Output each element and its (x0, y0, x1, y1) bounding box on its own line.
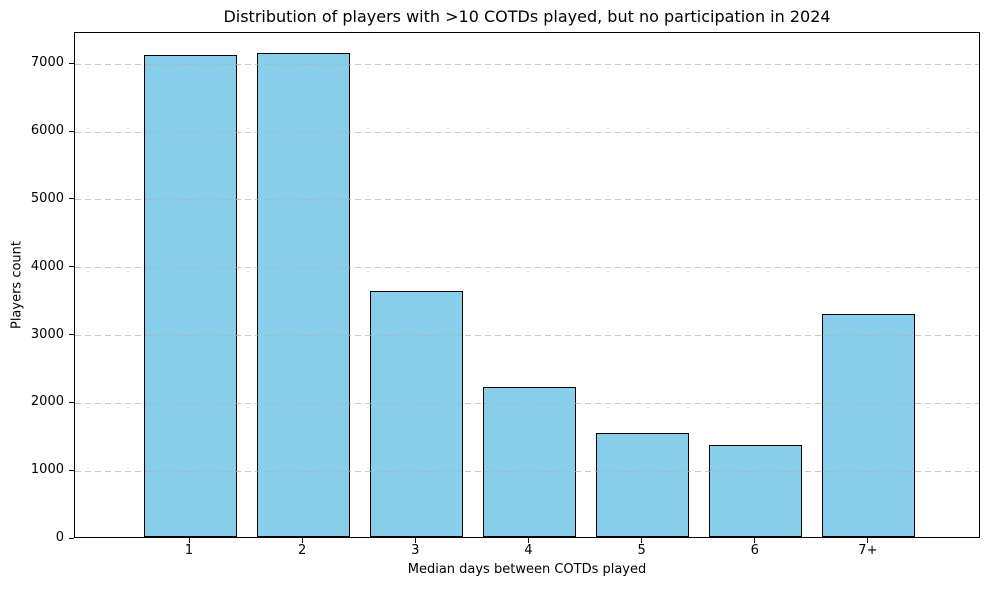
y-tick-mark (69, 266, 74, 268)
y-axis-tick-label: 2000 (30, 394, 64, 410)
y-axis-tick-label: 6000 (30, 123, 64, 139)
x-tick-mark (641, 538, 643, 543)
gridline (75, 470, 979, 472)
x-tick-mark (527, 538, 529, 543)
gridline (75, 63, 979, 65)
x-axis-tick-label: 4 (524, 543, 533, 558)
bar (709, 445, 803, 537)
bar (482, 387, 576, 537)
y-tick-mark (69, 537, 74, 539)
gridline (75, 131, 979, 133)
y-axis-tick-label: 5000 (30, 190, 64, 206)
y-axis-tick-label: 1000 (30, 462, 64, 478)
y-tick-mark (69, 62, 74, 64)
x-tick-mark (867, 538, 869, 543)
bar (369, 291, 463, 537)
x-axis-tick-label: 1 (184, 543, 194, 558)
y-tick-mark (69, 198, 74, 200)
bar (143, 55, 237, 537)
x-axis-tick-label: 7+ (858, 543, 878, 558)
gridline (75, 267, 979, 269)
chart-title: Distribution of players with >10 COTDs p… (223, 7, 831, 26)
y-axis-tick-label: 3000 (30, 326, 64, 342)
y-tick-mark (69, 401, 74, 403)
x-tick-mark (414, 538, 416, 543)
y-tick-mark (69, 334, 74, 335)
y-tick-mark (69, 130, 74, 132)
x-tick-mark (188, 538, 190, 543)
gridline (75, 402, 979, 404)
y-axis-tick-label: 7000 (30, 55, 64, 71)
gridline (75, 199, 979, 201)
y-axis-label: Players count (9, 240, 25, 330)
bar (822, 313, 916, 537)
y-tick-mark (69, 469, 74, 471)
x-axis-tick-label: 5 (637, 543, 646, 558)
gridline (75, 335, 979, 336)
x-tick-mark (754, 538, 756, 543)
x-axis-tick-label: 3 (411, 543, 420, 558)
x-tick-mark (301, 538, 303, 543)
y-axis-tick-label: 0 (55, 530, 64, 545)
y-axis-tick-label: 4000 (30, 258, 64, 274)
x-axis-label: Median days between COTDs played (407, 562, 647, 577)
x-axis-tick-label: 6 (750, 543, 759, 558)
bar (256, 52, 350, 537)
bar (596, 433, 690, 537)
plot-area (74, 32, 980, 538)
x-axis-tick-label: 2 (298, 543, 307, 558)
